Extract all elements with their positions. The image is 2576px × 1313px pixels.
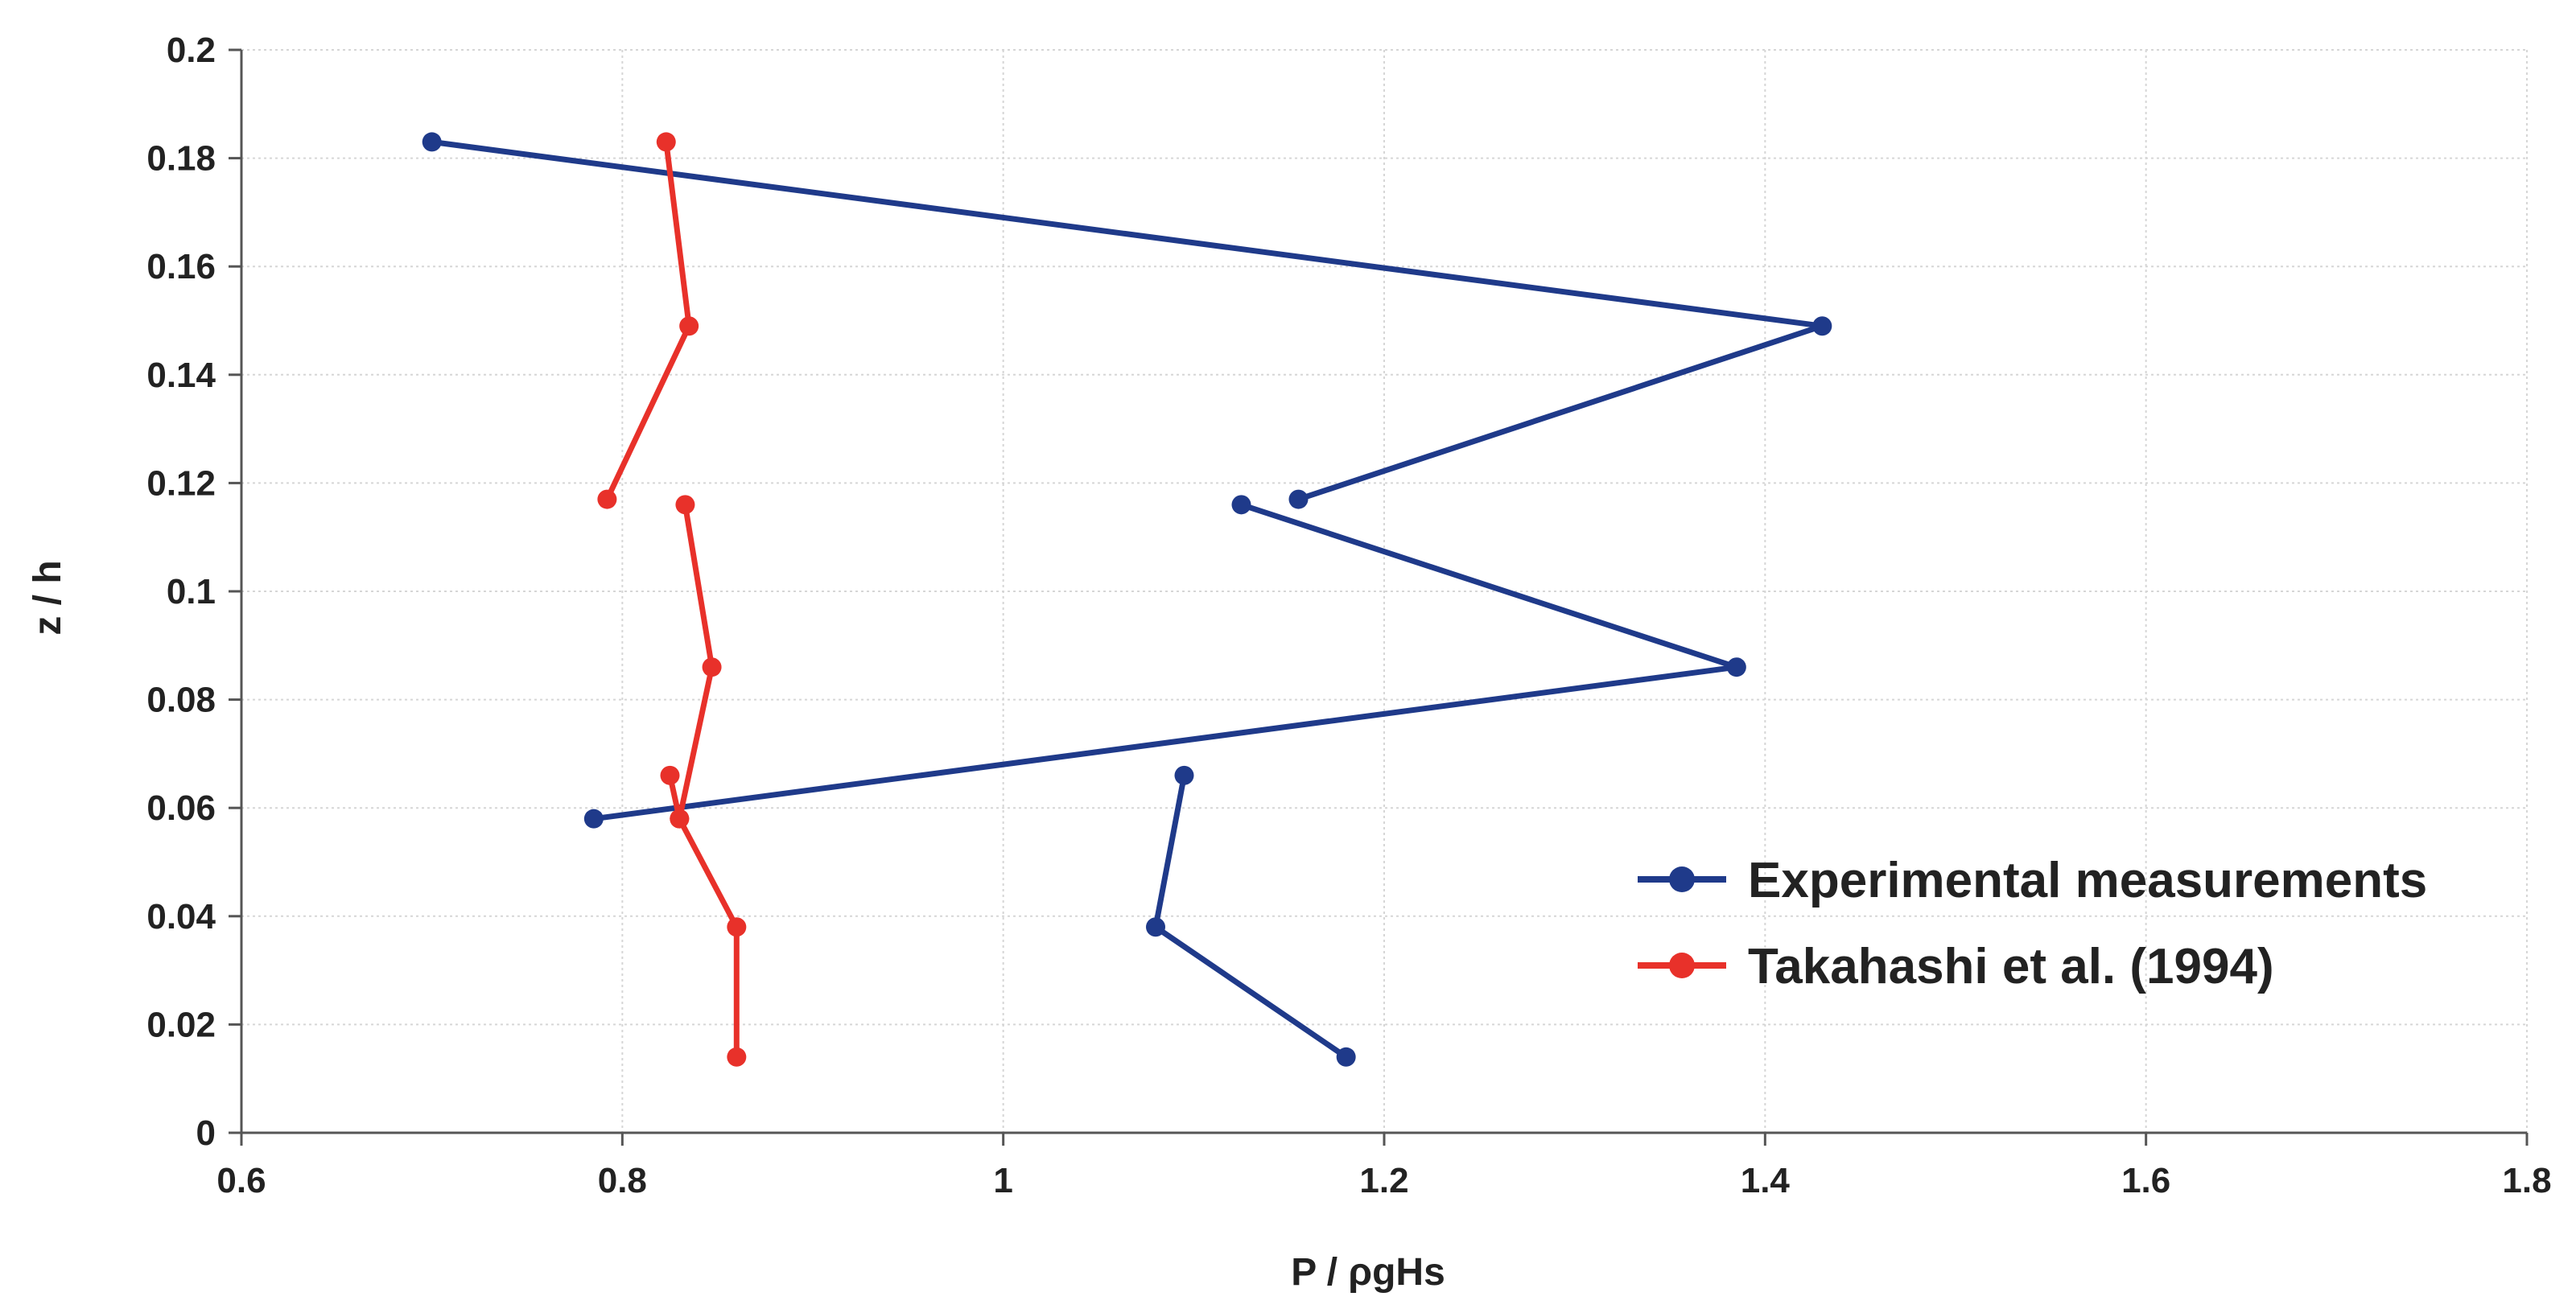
y-tick-label: 0.08 — [146, 681, 216, 720]
y-tick-label: 0 — [196, 1113, 216, 1153]
data-point — [422, 132, 442, 152]
data-point — [1288, 489, 1309, 509]
data-point — [675, 495, 695, 515]
legend-label-takahashi: Takahashi et al. (1994) — [1748, 939, 2274, 994]
y-tick-label: 0.04 — [146, 897, 216, 936]
data-point — [656, 132, 676, 152]
data-point — [679, 316, 699, 336]
y-axis-ticks: 0 0.02 0.04 0.06 0.08 0.1 0.12 0.14 0.16 0.18 0.2 — [146, 31, 216, 1153]
data-point — [597, 489, 617, 509]
axes — [229, 48, 2529, 1146]
x-tick-label: 0.8 — [598, 1161, 647, 1200]
y-tick-label: 0.06 — [146, 788, 216, 828]
x-axis-ticks: 0.6 0.8 1 1.2 1.4 1.6 1.8 — [216, 1161, 2551, 1200]
data-point — [1336, 1047, 1356, 1067]
data-point — [727, 1047, 747, 1067]
series-line — [667, 772, 740, 1060]
x-axis-title: P / ρgHs — [1291, 1251, 1445, 1294]
data-point — [1174, 765, 1194, 785]
x-tick-label: 1.4 — [1741, 1161, 1791, 1200]
series-experimental — [422, 132, 1832, 1067]
y-axis-title: z / h — [27, 560, 69, 635]
data-point — [1726, 657, 1746, 677]
data-point — [702, 657, 722, 677]
data-point — [670, 809, 690, 829]
legend-marker-experimental — [1669, 866, 1695, 892]
y-tick-label: 0.02 — [146, 1005, 216, 1044]
legend-marker-takahashi — [1669, 953, 1695, 978]
y-tick-label: 0.1 — [167, 572, 216, 611]
x-tick-label: 1.8 — [2502, 1161, 2551, 1200]
y-tick-label: 0.18 — [146, 139, 216, 179]
y-tick-label: 0.12 — [146, 463, 216, 503]
x-tick-label: 1.6 — [2121, 1161, 2170, 1200]
gridlines — [241, 49, 2528, 1133]
data-point — [727, 917, 747, 937]
legend: Experimental measurements Takahashi et a… — [1638, 853, 2427, 994]
data-point — [1231, 495, 1251, 515]
series — [422, 132, 1832, 1067]
x-tick-label: 1 — [993, 1161, 1012, 1200]
series-takahashi — [597, 132, 747, 1067]
data-point — [660, 765, 680, 785]
data-point — [1812, 316, 1832, 336]
x-tick-label: 1.2 — [1359, 1161, 1408, 1200]
legend-label-experimental: Experimental measurements — [1748, 853, 2427, 908]
y-tick-label: 0.14 — [146, 356, 216, 395]
data-point — [1146, 917, 1165, 937]
y-tick-label: 0.2 — [167, 31, 216, 70]
x-tick-label: 0.6 — [216, 1161, 266, 1200]
y-tick-label: 0.16 — [146, 247, 216, 286]
data-point — [583, 809, 604, 829]
